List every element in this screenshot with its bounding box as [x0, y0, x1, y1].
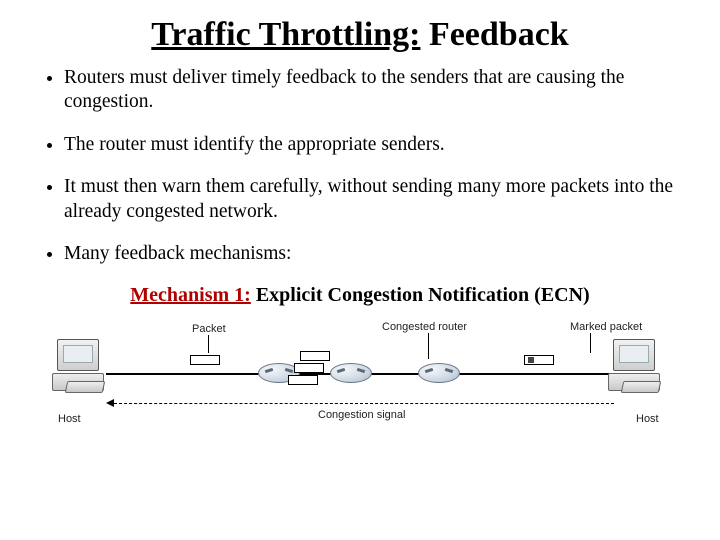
list-item: Routers must deliver timely feedback to …: [64, 66, 678, 115]
ecn-diagram: Packet Congested router Marked packet Ho…: [50, 317, 670, 437]
list-item: The router must identify the appropriate…: [64, 133, 678, 157]
marked-packet-icon: [524, 355, 554, 365]
host-right-icon: [606, 339, 670, 395]
mechanism-prefix: Mechanism 1:: [130, 284, 251, 306]
label-host-right: Host: [636, 413, 659, 425]
label-marked-packet: Marked packet: [570, 321, 642, 333]
pointer-line: [208, 335, 209, 353]
packet-icon: [294, 363, 324, 373]
packet-icon: [288, 375, 318, 385]
label-congested-router: Congested router: [382, 321, 467, 333]
list-item: Many feedback mechanisms:: [64, 242, 678, 266]
bullet-list: Routers must deliver timely feedback to …: [0, 66, 720, 266]
packet-icon: [300, 351, 330, 361]
host-left-icon: [50, 339, 114, 395]
list-item: It must then warn them carefully, withou…: [64, 175, 678, 224]
page-title: Traffic Throttling: Feedback: [0, 0, 720, 66]
mechanism-heading: Mechanism 1: Explicit Congestion Notific…: [0, 284, 720, 307]
arrow-left-icon: [106, 399, 114, 407]
packet-icon: [190, 355, 220, 365]
router-congested-icon: [418, 363, 460, 383]
congestion-signal-line: [114, 403, 614, 404]
label-host-left: Host: [58, 413, 81, 425]
label-congestion-signal: Congestion signal: [318, 409, 405, 421]
title-underline: Traffic Throttling:: [151, 16, 420, 53]
title-suffix: Feedback: [420, 16, 568, 53]
label-packet: Packet: [192, 323, 226, 335]
pointer-line: [590, 333, 591, 353]
mechanism-rest: Explicit Congestion Notification (ECN): [251, 284, 590, 306]
router-icon: [330, 363, 372, 383]
pointer-line: [428, 333, 429, 359]
